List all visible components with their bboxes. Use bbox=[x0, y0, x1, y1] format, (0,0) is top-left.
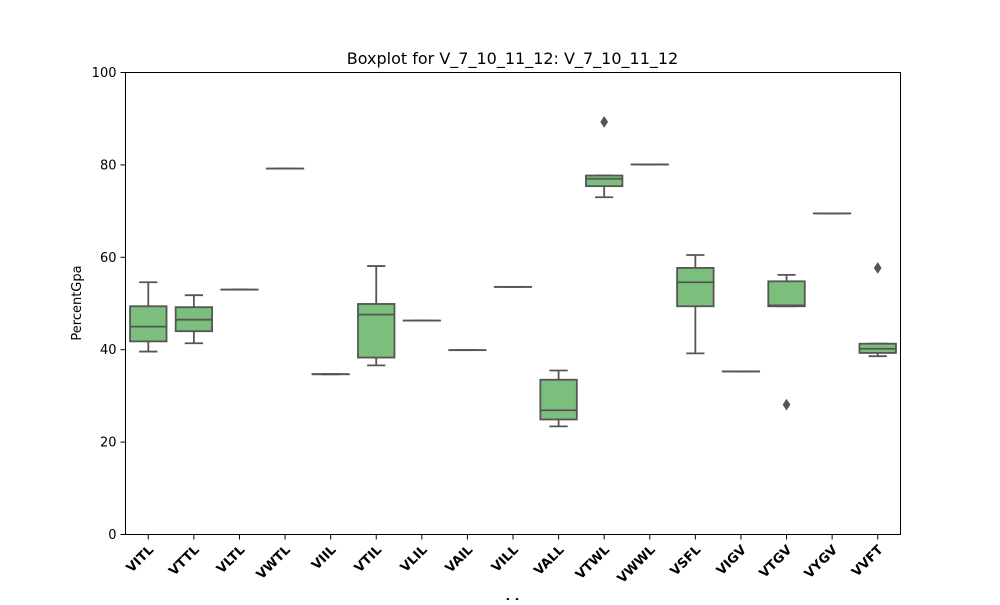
x-tick-label: VLIL bbox=[398, 543, 431, 576]
iqr-box bbox=[677, 268, 713, 306]
box-group bbox=[358, 266, 394, 365]
x-tick-label: VILL bbox=[489, 543, 522, 576]
box-group bbox=[768, 275, 804, 410]
x-tick-label: VTIL bbox=[352, 543, 385, 576]
y-tick-label: 20 bbox=[100, 436, 117, 451]
boxes-layer bbox=[130, 116, 896, 426]
outlier-point bbox=[783, 399, 790, 410]
x-tick-label: VVFT bbox=[849, 543, 886, 580]
x-tick-label: VSFL bbox=[668, 543, 704, 579]
x-tick-label: VIGV bbox=[714, 543, 750, 579]
x-tick-label: VALL bbox=[531, 543, 567, 579]
y-tick-label: 80 bbox=[100, 158, 117, 173]
x-tick-label: VYGV bbox=[802, 543, 841, 582]
box-group bbox=[859, 262, 895, 356]
x-tick-label: VWTL bbox=[254, 543, 294, 583]
outlier-point bbox=[874, 262, 881, 273]
box-group bbox=[176, 295, 212, 343]
y-axis: 0 20 40 60 80 100 bbox=[92, 66, 126, 543]
box-group bbox=[677, 255, 713, 353]
x-tick-label: VWWL bbox=[615, 543, 659, 587]
box-group bbox=[586, 116, 622, 197]
x-tick-label: VLTL bbox=[214, 543, 248, 577]
iqr-box bbox=[768, 281, 804, 306]
x-tick-label: VTGV bbox=[757, 543, 796, 582]
iqr-box bbox=[540, 380, 576, 420]
x-tick-label: VTTL bbox=[166, 543, 202, 579]
y-tick-label: 40 bbox=[100, 343, 117, 358]
iqr-box bbox=[130, 306, 166, 341]
x-tick-label: VAIL bbox=[443, 543, 476, 576]
outlier-point bbox=[601, 116, 608, 127]
iqr-box bbox=[358, 304, 394, 358]
chart-title: Boxplot for V_7_10_11_12: V_7_10_11_12 bbox=[347, 49, 678, 69]
box-group bbox=[540, 370, 576, 426]
y-axis-label: PercentGpa bbox=[70, 265, 85, 340]
x-tick-label: VITL bbox=[124, 543, 157, 576]
y-tick-label: 0 bbox=[108, 528, 116, 543]
x-tick-label: VTWL bbox=[573, 543, 613, 583]
y-tick-label: 60 bbox=[100, 251, 117, 266]
y-tick-label: 100 bbox=[92, 66, 117, 81]
iqr-box bbox=[586, 176, 622, 187]
box-group bbox=[130, 282, 166, 351]
x-tick-label: VIIL bbox=[309, 543, 339, 573]
